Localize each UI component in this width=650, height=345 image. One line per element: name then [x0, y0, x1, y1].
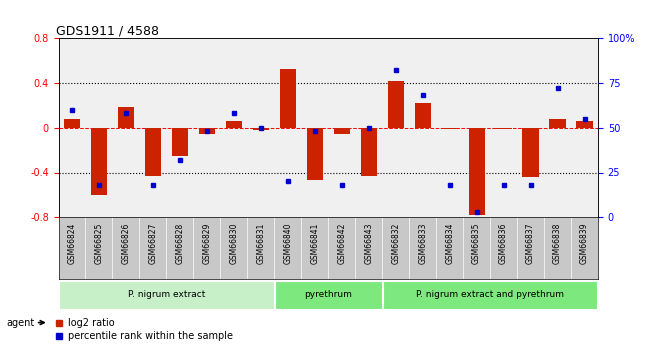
Text: GSM66829: GSM66829: [202, 222, 211, 264]
Text: GSM66837: GSM66837: [526, 222, 535, 264]
Text: pyrethrum: pyrethrum: [304, 290, 352, 299]
Text: GSM66831: GSM66831: [256, 222, 265, 264]
Bar: [415, 103, 431, 128]
Text: P. nigrum extract: P. nigrum extract: [127, 290, 205, 299]
Text: GSM66826: GSM66826: [122, 222, 131, 264]
Bar: [361, 128, 377, 176]
Text: GSM66825: GSM66825: [94, 222, 103, 264]
Text: GSM66836: GSM66836: [499, 222, 508, 264]
Bar: [118, 107, 134, 128]
Text: GSM66843: GSM66843: [364, 222, 373, 264]
Bar: [577, 121, 593, 128]
Text: log2 ratio: log2 ratio: [68, 318, 115, 327]
Bar: [495, 128, 512, 129]
Bar: [280, 69, 296, 128]
FancyBboxPatch shape: [383, 281, 597, 309]
Bar: [549, 119, 566, 128]
Bar: [64, 119, 80, 128]
Text: GSM66827: GSM66827: [148, 222, 157, 264]
FancyBboxPatch shape: [59, 281, 274, 309]
Bar: [199, 128, 215, 134]
Bar: [523, 128, 539, 177]
Bar: [387, 80, 404, 128]
Bar: [226, 121, 242, 128]
Bar: [172, 128, 188, 156]
Text: GSM66835: GSM66835: [472, 222, 481, 264]
Bar: [145, 128, 161, 176]
Text: P. nigrum extract and pyrethrum: P. nigrum extract and pyrethrum: [416, 290, 564, 299]
Text: agent: agent: [6, 318, 34, 327]
Text: GSM66833: GSM66833: [418, 222, 427, 264]
Bar: [469, 128, 485, 215]
Text: GSM66830: GSM66830: [229, 222, 239, 264]
FancyBboxPatch shape: [275, 281, 382, 309]
Text: GSM66840: GSM66840: [283, 222, 292, 264]
Bar: [441, 128, 458, 129]
Text: GSM66824: GSM66824: [68, 222, 77, 264]
Text: GSM66841: GSM66841: [310, 222, 319, 264]
Bar: [307, 128, 323, 180]
Text: GSM66842: GSM66842: [337, 222, 346, 264]
Text: percentile rank within the sample: percentile rank within the sample: [68, 332, 233, 341]
Bar: [253, 128, 269, 130]
Text: GSM66839: GSM66839: [580, 222, 589, 264]
Text: GSM66838: GSM66838: [553, 222, 562, 264]
Text: GSM66828: GSM66828: [176, 222, 185, 264]
Text: GSM66832: GSM66832: [391, 222, 400, 264]
Text: GDS1911 / 4588: GDS1911 / 4588: [56, 25, 159, 38]
Bar: [91, 128, 107, 195]
Text: GSM66834: GSM66834: [445, 222, 454, 264]
Bar: [333, 128, 350, 134]
